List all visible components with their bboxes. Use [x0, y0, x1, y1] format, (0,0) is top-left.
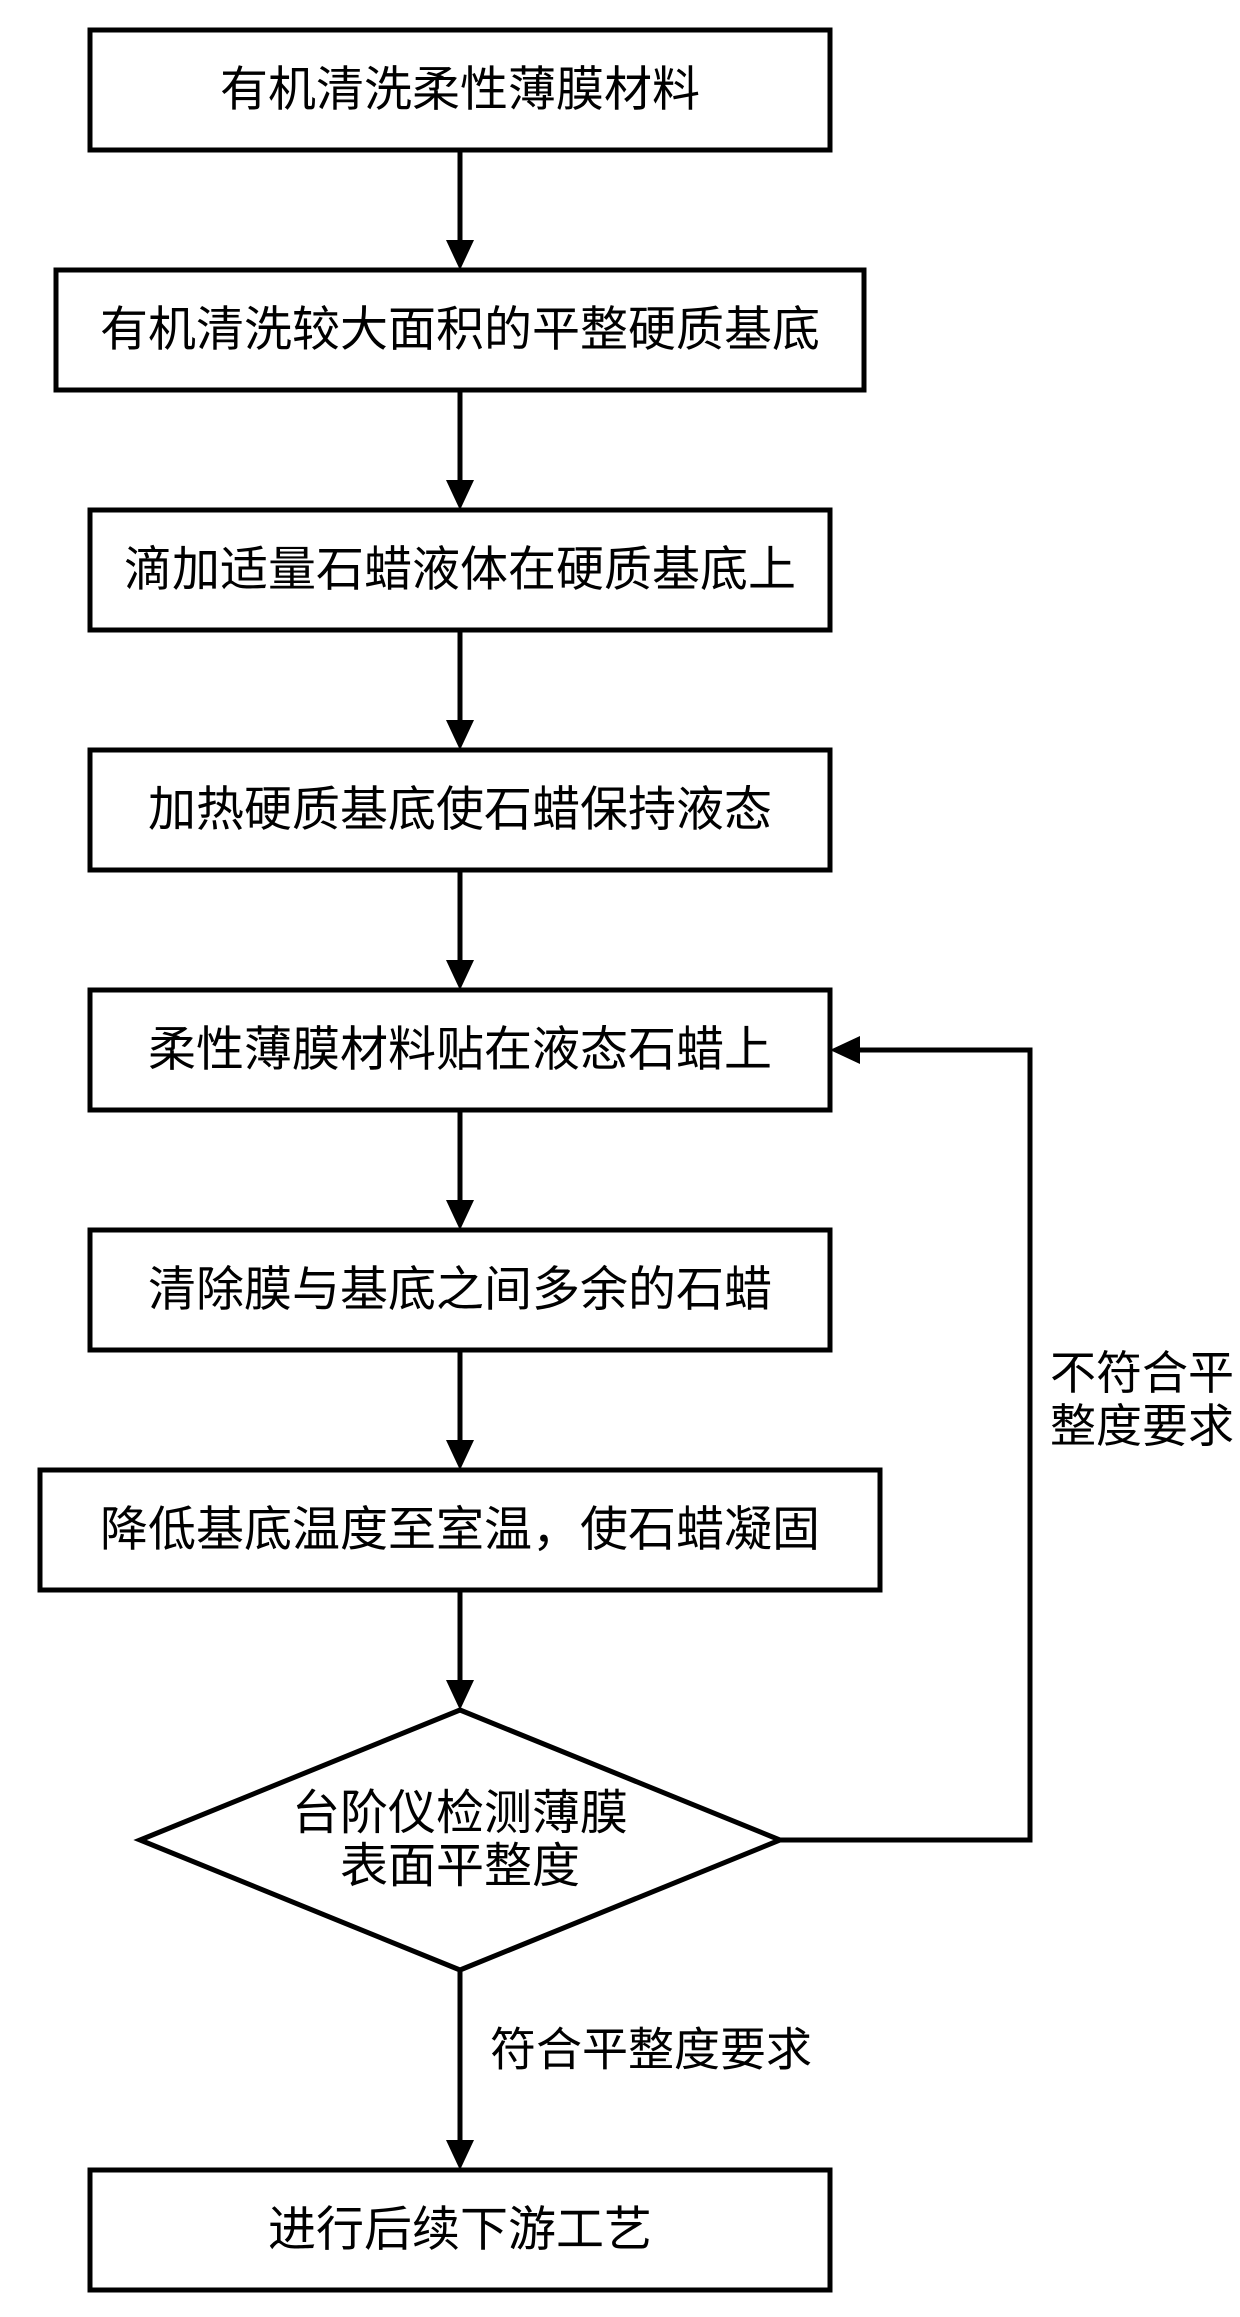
process-label: 柔性薄膜材料贴在液态石蜡上	[148, 1024, 772, 1077]
process-label: 有机清洗柔性薄膜材料	[220, 64, 700, 117]
decision-label: 台阶仪检测薄膜	[292, 1787, 628, 1840]
edge-label: 整度要求	[1050, 1401, 1234, 1452]
edge-label: 不符合平	[1050, 1348, 1234, 1399]
process-label: 有机清洗较大面积的平整硬质基底	[100, 304, 820, 357]
process-label: 进行后续下游工艺	[268, 2204, 652, 2257]
decision-label: 表面平整度	[340, 1840, 580, 1893]
flowchart-svg: 符合平整度要求 不符合平整度要求 有机清洗柔性薄膜材料有机清洗较大面积的平整硬质基底…	[0, 0, 1240, 2317]
edge-label: 符合平整度要求	[490, 2025, 812, 2076]
process-label: 清除膜与基底之间多余的石蜡	[148, 1264, 772, 1317]
process-label: 降低基底温度至室温，使石蜡凝固	[100, 1504, 820, 1557]
process-label: 滴加适量石蜡液体在硬质基底上	[124, 544, 796, 597]
process-label: 加热硬质基底使石蜡保持液态	[148, 784, 772, 837]
